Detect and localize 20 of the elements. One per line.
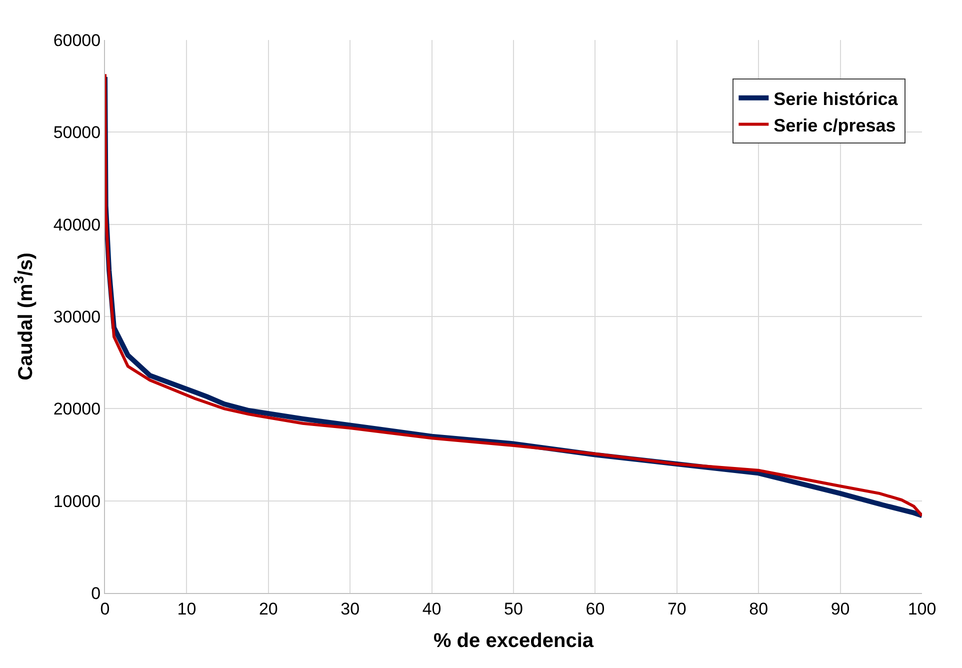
x-tick-label: 20	[258, 599, 278, 618]
x-tick-label: 100	[908, 599, 936, 618]
y-tick-label: 30000	[53, 307, 101, 326]
x-tick-label: 40	[422, 599, 442, 618]
legend-label: Serie c/presas	[774, 115, 896, 136]
x-tick-label: 10	[177, 599, 196, 618]
x-tick-label: 30	[340, 599, 360, 618]
x-tick-label: 70	[667, 599, 686, 618]
x-axis-title: % de excedencia	[433, 630, 594, 652]
x-tick-label: 80	[749, 599, 768, 618]
x-tick-label: 90	[830, 599, 850, 618]
x-tick-label: 50	[504, 599, 523, 618]
x-tick-label: 60	[586, 599, 605, 618]
y-tick-label: 20000	[53, 400, 101, 419]
y-tick-label: 60000	[53, 30, 101, 50]
y-tick-label: 0	[91, 584, 101, 603]
y-tick-label: 40000	[53, 215, 101, 234]
y-tick-label: 50000	[53, 123, 101, 142]
y-tick-label: 10000	[53, 492, 101, 511]
legend-label: Serie histórica	[774, 88, 899, 109]
